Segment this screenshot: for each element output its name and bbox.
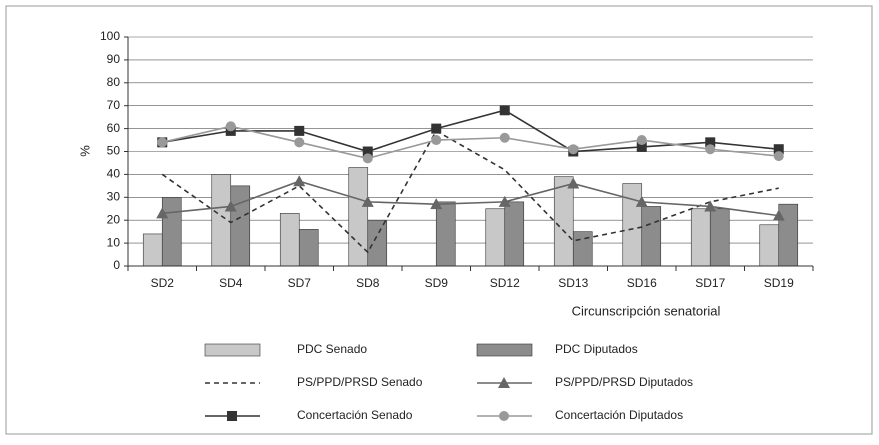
line	[161, 129, 779, 254]
y-tick-label: 90	[107, 52, 121, 66]
bar	[211, 174, 232, 267]
x-tick-label: SD7	[288, 276, 312, 290]
marker	[224, 200, 237, 212]
frame	[5, 5, 873, 435]
marker	[499, 105, 510, 116]
y-tick-label: 10	[107, 235, 121, 249]
x-tick-label: SD13	[558, 276, 588, 290]
marker	[636, 135, 647, 146]
bar	[230, 185, 251, 267]
bar	[142, 233, 163, 267]
y-tick-label: 50	[107, 144, 121, 158]
marker	[705, 144, 716, 155]
y-tick-label: 70	[107, 98, 121, 112]
x-tick-label: SD17	[695, 276, 725, 290]
y-tick-label: 80	[107, 75, 121, 89]
x-tick-label: SD8	[356, 276, 380, 290]
bar	[485, 208, 506, 267]
marker	[773, 151, 784, 162]
marker	[773, 144, 784, 155]
x-tick-label: SD16	[627, 276, 657, 290]
marker	[293, 175, 306, 187]
bar	[298, 229, 319, 267]
line	[162, 125, 779, 160]
marker	[499, 132, 510, 143]
x-tick-label: SD2	[151, 276, 175, 290]
legend-label: PS/PPD/PRSD Senado	[297, 375, 423, 389]
bar	[348, 167, 369, 267]
x-tick-label: SD19	[764, 276, 794, 290]
marker	[362, 153, 373, 164]
bar	[778, 203, 799, 267]
y-tick-label: 30	[107, 189, 121, 203]
bar	[709, 208, 730, 267]
bar	[622, 183, 643, 267]
bar	[759, 224, 780, 267]
marker	[567, 177, 580, 189]
bar	[572, 231, 593, 267]
bar	[161, 197, 182, 267]
marker	[705, 137, 716, 148]
y-tick-label: 100	[100, 29, 120, 43]
legend-label: Concertación Diputados	[555, 408, 683, 422]
legend-label: Concertación Senado	[297, 408, 413, 422]
line	[162, 180, 779, 217]
marker	[294, 125, 305, 136]
marker	[431, 123, 442, 134]
marker	[157, 137, 168, 148]
marker	[498, 195, 511, 207]
legend-marker	[499, 411, 509, 421]
x-tick-label: SD4	[219, 276, 243, 290]
marker	[431, 135, 442, 146]
bar	[279, 213, 300, 267]
marker	[361, 195, 374, 207]
marker	[635, 195, 648, 207]
legend-marker	[227, 411, 237, 421]
x-tick-label: SD12	[490, 276, 520, 290]
legend-label: PS/PPD/PRSD Diputados	[555, 375, 693, 389]
x-axis-title: Circunscripción senatorial	[572, 303, 721, 318]
marker	[225, 121, 236, 132]
legend-marker	[498, 377, 510, 388]
marker	[636, 141, 647, 152]
legend-swatch	[204, 343, 261, 357]
y-tick-label: 40	[107, 167, 121, 181]
bar	[504, 201, 525, 267]
legend-swatch	[476, 343, 533, 357]
y-tick-label: 0	[113, 258, 120, 272]
marker	[430, 198, 443, 210]
y-tick-label: 20	[107, 212, 121, 226]
marker	[772, 209, 785, 221]
x-tick-label: SD9	[425, 276, 449, 290]
bar	[641, 206, 662, 267]
bar	[367, 219, 388, 267]
marker	[568, 144, 579, 155]
y-tick-label: 60	[107, 121, 121, 135]
marker	[294, 137, 305, 148]
bar	[553, 176, 574, 267]
y-axis-title: %	[77, 145, 92, 157]
marker	[362, 146, 373, 157]
legend-label: PDC Diputados	[555, 342, 638, 356]
marker	[704, 200, 717, 212]
legend-label: PDC Senado	[297, 342, 367, 356]
bar	[690, 208, 711, 267]
bar	[435, 201, 456, 267]
marker	[156, 207, 169, 219]
